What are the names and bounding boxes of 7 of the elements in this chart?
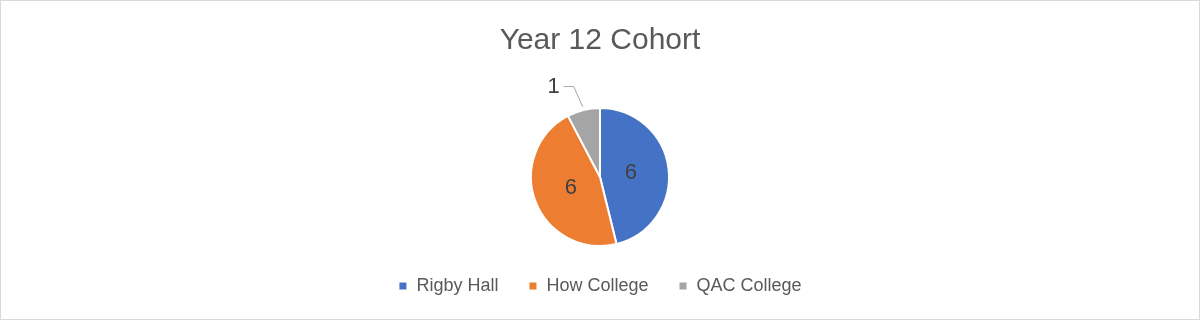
data-label: 6 bbox=[564, 174, 578, 200]
legend-label: How College bbox=[546, 274, 649, 295]
data-label: 1 bbox=[547, 72, 560, 98]
legend-label: Rigby Hall bbox=[416, 274, 499, 295]
chart-title: Year 12 Cohort bbox=[499, 22, 702, 56]
legend-label: QAC College bbox=[696, 274, 802, 295]
data-label: 6 bbox=[624, 159, 637, 185]
